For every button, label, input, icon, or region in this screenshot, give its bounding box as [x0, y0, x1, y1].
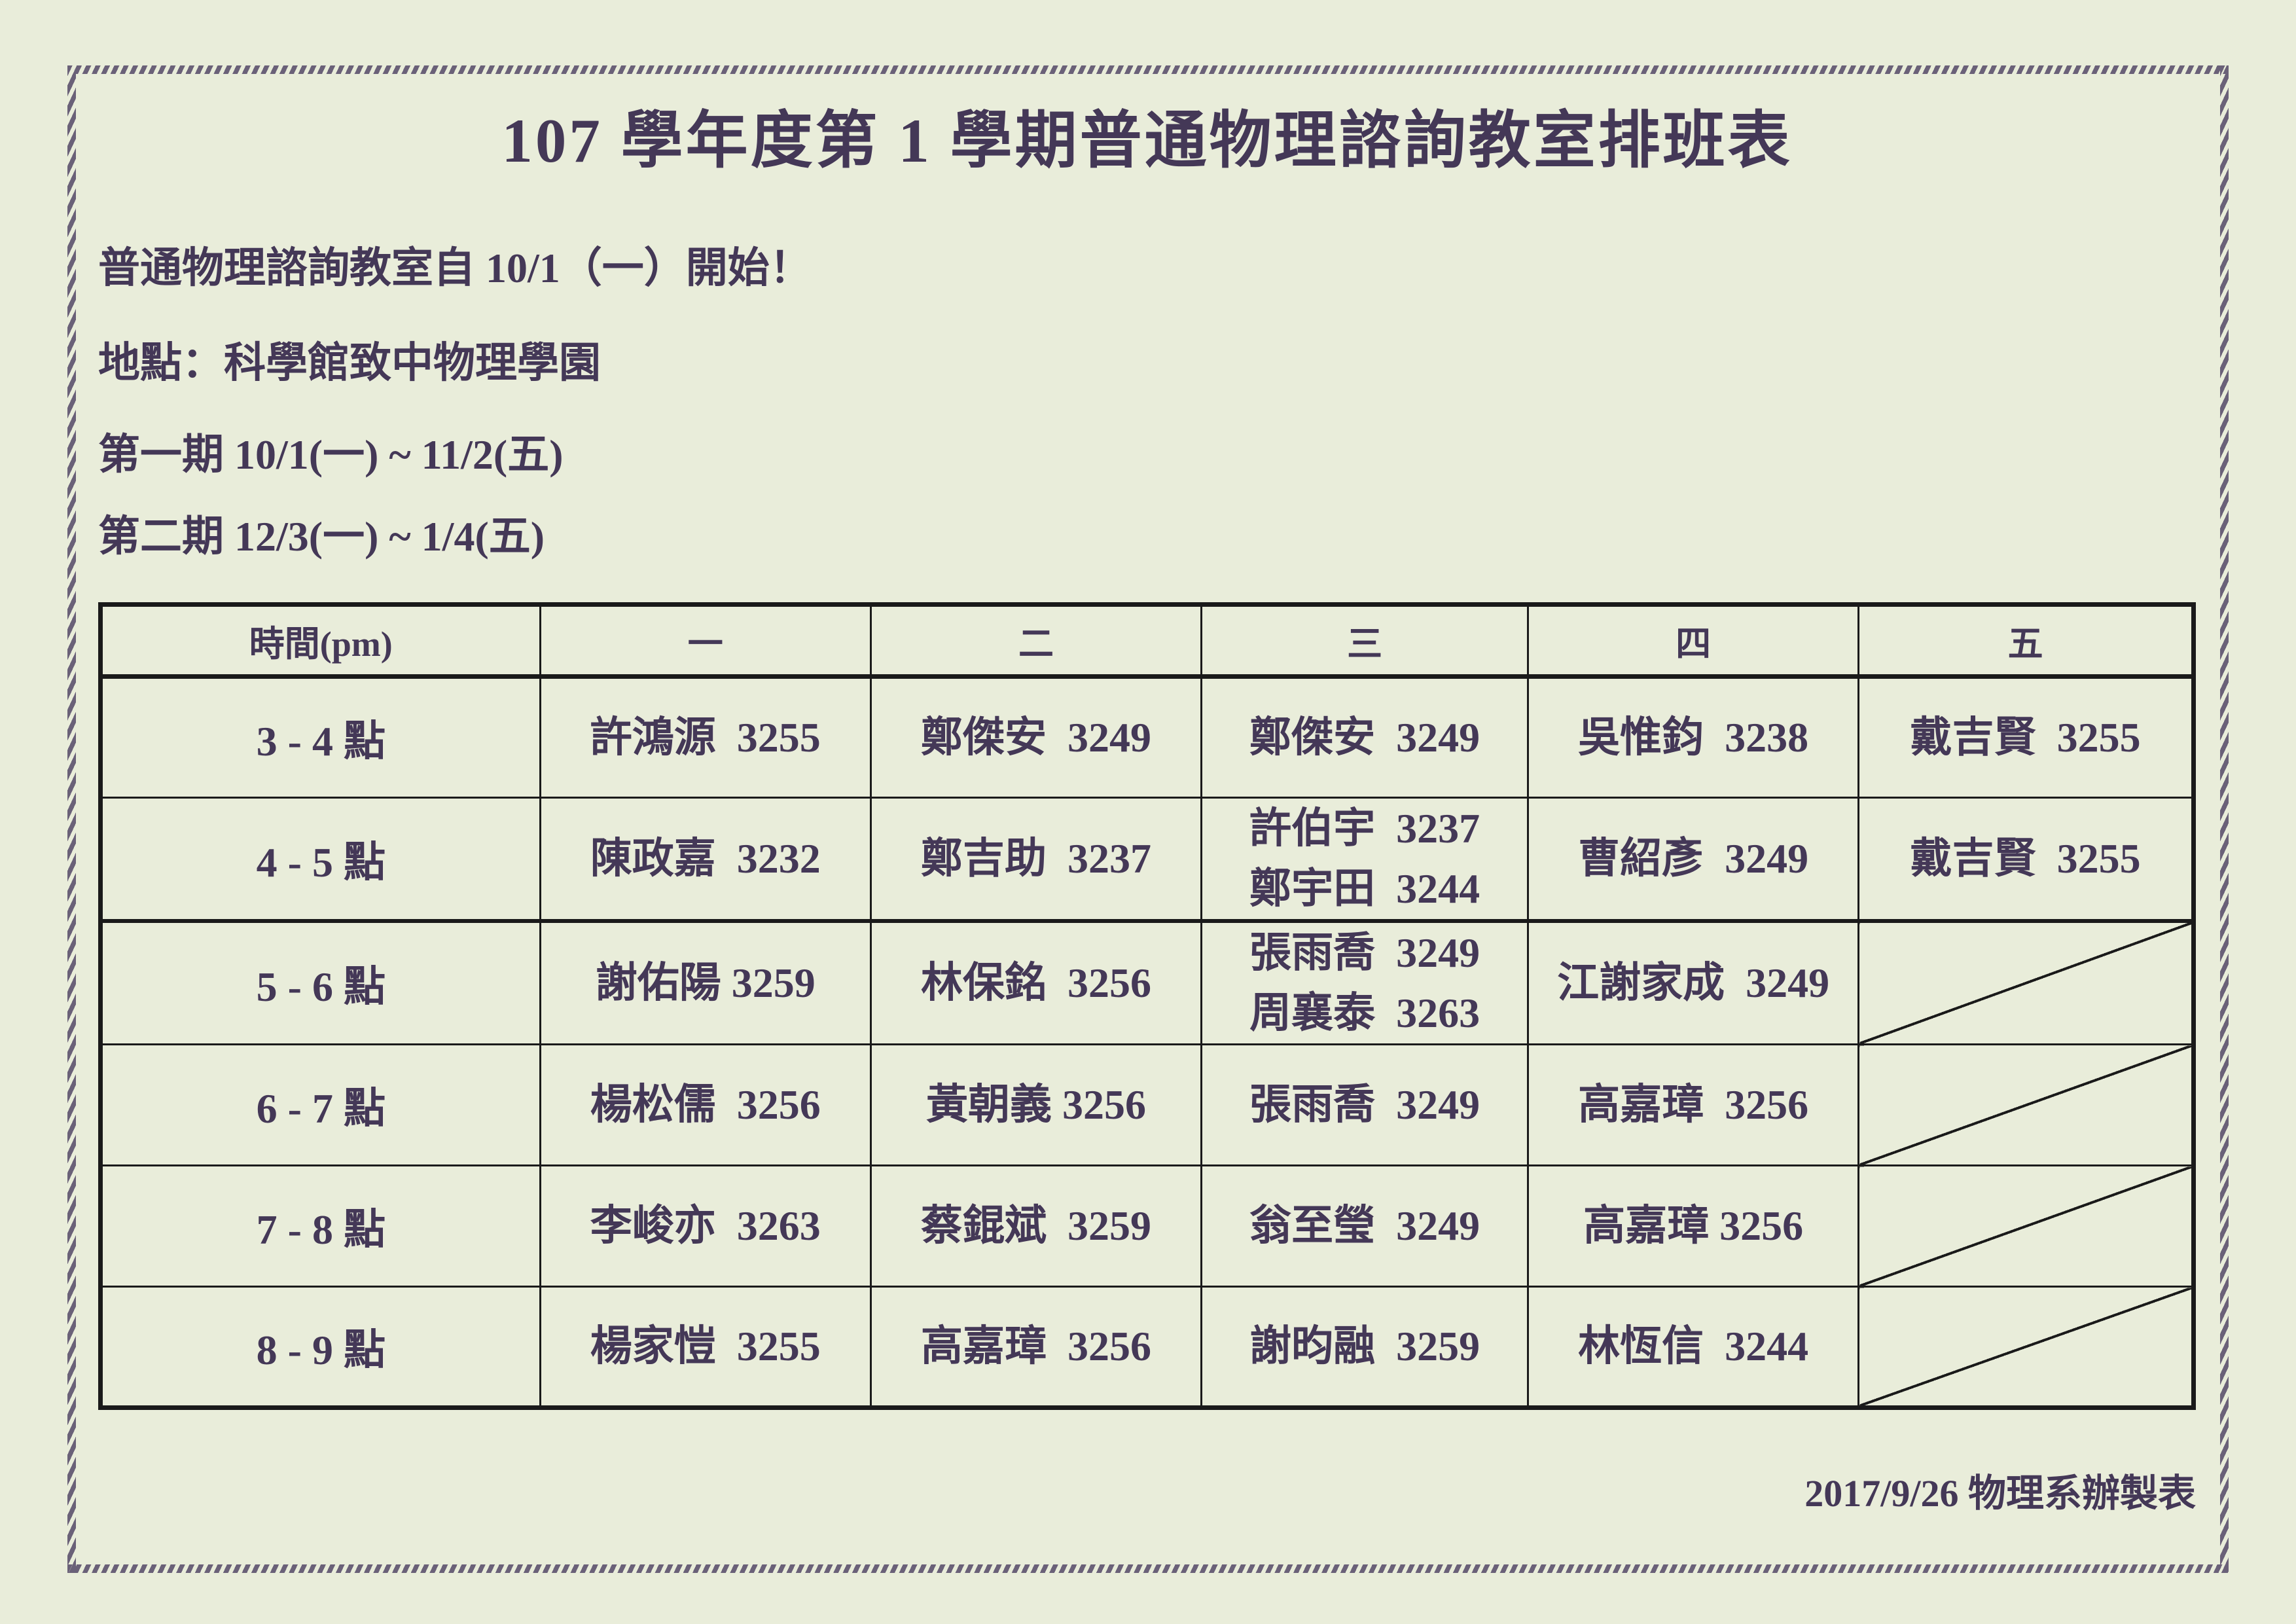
- tutor-entry: 高嘉璋 3256: [1583, 1202, 1804, 1249]
- schedule-cell: 鄭傑安 3249: [869, 676, 1203, 799]
- tutor-entry: 江謝家成 3249: [1557, 960, 1830, 1006]
- table-row: 3 - 4 點 許鴻源 3255 鄭傑安 3249 鄭傑安 3249 吳惟鈞 3238…: [99, 676, 2195, 799]
- tutor-entry: 戴吉賢 3255: [1910, 835, 2141, 882]
- schedule-cell: 高嘉璋 3256: [869, 1286, 1203, 1409]
- tutor-entry: 李峻亦 3263: [590, 1202, 821, 1249]
- table-row: 4 - 5 點 陳政嘉 3232 鄭吉助 3237 許伯宇 3237 鄭宇田 3244…: [99, 797, 2195, 923]
- schedule-cell: 許鴻源 3255: [539, 676, 872, 799]
- schedule-cell: 林恆信 3244: [1527, 1286, 1860, 1409]
- schedule-cell: 吳惟鈞 3238: [1527, 676, 1860, 799]
- tutor-entry: 黃朝義 3256: [926, 1081, 1146, 1128]
- page-title: 107 學年度第 1 學期普通物理諮詢教室排班表: [501, 106, 1793, 175]
- table-row: 5 - 6 點 謝佑陽 3259 林保銘 3256 張雨喬 3249 周襄泰 3263…: [99, 920, 2195, 1045]
- schedule-cell: 楊家愷 3255: [539, 1286, 872, 1409]
- column-header-mon: 一: [539, 604, 872, 679]
- schedule-cell: 林保銘 3256: [869, 920, 1203, 1045]
- tutor-entry: 謝佑陽 3259: [595, 960, 816, 1006]
- empty-diagonal-cell: [1857, 1286, 2195, 1409]
- period2-line: 第二期 12/3(一) ~ 1/4(五): [98, 513, 545, 560]
- tutor-entry: 林恆信 3244: [1578, 1323, 1809, 1369]
- column-header-time: 時間(pm): [99, 604, 541, 679]
- tutor-entry: 蔡錕斌 3259: [921, 1202, 1151, 1249]
- schedule-cell: 戴吉賢 3255: [1857, 797, 2195, 923]
- schedule-cell: 黃朝義 3256: [869, 1043, 1203, 1166]
- tutor-entry: 高嘉璋 3256: [1578, 1081, 1809, 1128]
- schedule-table-body: 3 - 4 點 許鴻源 3255 鄭傑安 3249 鄭傑安 3249 吳惟鈞 3238…: [99, 676, 2195, 1409]
- decorative-border-left: [67, 65, 76, 1573]
- header-row: 時間(pm) 一 二 三 四 五: [99, 604, 2195, 679]
- table-row: 8 - 9 點 楊家愷 3255 高嘉璋 3256 謝昀融 3259 林恆信 3244: [99, 1286, 2195, 1409]
- tutor-entry: 許伯宇 3237: [1249, 805, 1480, 852]
- schedule-table: 時間(pm) 一 二 三 四 五 3 - 4 點 許鴻源 3255 鄭傑安 324…: [98, 602, 2196, 1410]
- tutor-entry: 鄭吉助 3237: [921, 835, 1151, 882]
- schedule-cell: 張雨喬 3249 周襄泰 3263: [1200, 920, 1530, 1045]
- schedule-cell: 高嘉璋 3256: [1527, 1043, 1860, 1166]
- time-cell: 7 - 8 點: [99, 1164, 541, 1288]
- document-content: 107 學年度第 1 學期普通物理諮詢教室排班表 普通物理諮詢教室自 10/1（…: [98, 0, 2196, 1555]
- tutor-entry: 鄭傑安 3249: [1249, 714, 1480, 761]
- schedule-cell: 謝佑陽 3259: [539, 920, 872, 1045]
- schedule-cell: 翁至瑩 3249: [1200, 1164, 1530, 1288]
- decorative-border-top: [67, 65, 2229, 74]
- footer-note: 2017/9/26 物理系辦製表: [1804, 1472, 2196, 1515]
- schedule-cell: 蔡錕斌 3259: [869, 1164, 1203, 1288]
- time-cell: 3 - 4 點: [99, 676, 541, 799]
- period1-line: 第一期 10/1(一) ~ 11/2(五): [98, 431, 564, 478]
- empty-diagonal-cell: [1857, 1043, 2195, 1166]
- table-row: 7 - 8 點 李峻亦 3263 蔡錕斌 3259 翁至瑩 3249 高嘉璋 3256: [99, 1164, 2195, 1288]
- tutor-entry: 張雨喬 3249: [1249, 929, 1480, 976]
- schedule-cell: 陳政嘉 3232: [539, 797, 872, 923]
- schedule-cell: 江謝家成 3249: [1527, 920, 1860, 1045]
- time-cell: 6 - 7 點: [99, 1043, 541, 1166]
- tutor-entry: 曹紹彥 3249: [1578, 835, 1809, 882]
- tutor-entry: 許鴻源 3255: [590, 714, 821, 761]
- decorative-border-right: [2220, 65, 2229, 1573]
- decorative-border-bottom: [67, 1564, 2229, 1573]
- tutor-entry: 高嘉璋 3256: [921, 1323, 1151, 1369]
- column-header-thu: 四: [1527, 604, 1860, 679]
- schedule-cell: 楊松儒 3256: [539, 1043, 872, 1166]
- schedule-cell: 謝昀融 3259: [1200, 1286, 1530, 1409]
- time-cell: 8 - 9 點: [99, 1286, 541, 1409]
- time-cell: 4 - 5 點: [99, 797, 541, 923]
- tutor-entry: 戴吉賢 3255: [1910, 714, 2141, 761]
- table-row: 6 - 7 點 楊松儒 3256 黃朝義 3256 張雨喬 3249 高嘉璋 3256: [99, 1043, 2195, 1166]
- tutor-entry: 周襄泰 3263: [1249, 990, 1480, 1036]
- intro-line: 普通物理諮詢教室自 10/1（一）開始！: [98, 245, 812, 291]
- schedule-cell: 戴吉賢 3255: [1857, 676, 2195, 799]
- schedule-cell: 李峻亦 3263: [539, 1164, 872, 1288]
- schedule-cell: 鄭傑安 3249: [1200, 676, 1530, 799]
- tutor-entry: 謝昀融 3259: [1249, 1323, 1480, 1369]
- tutor-entry: 林保銘 3256: [921, 960, 1151, 1006]
- empty-diagonal-cell: [1857, 920, 2195, 1045]
- column-header-wed: 三: [1200, 604, 1530, 679]
- schedule-cell: 鄭吉助 3237: [869, 797, 1203, 923]
- column-header-fri: 五: [1857, 604, 2195, 679]
- schedule-cell: 許伯宇 3237 鄭宇田 3244: [1200, 797, 1530, 923]
- column-header-tue: 二: [869, 604, 1203, 679]
- tutor-entry: 楊家愷 3255: [590, 1323, 821, 1369]
- tutor-entry: 鄭傑安 3249: [921, 714, 1151, 761]
- schedule-cell: 高嘉璋 3256: [1527, 1164, 1860, 1288]
- tutor-entry: 吳惟鈞 3238: [1578, 714, 1809, 761]
- tutor-entry: 陳政嘉 3232: [590, 835, 821, 882]
- tutor-entry: 鄭宇田 3244: [1249, 865, 1480, 912]
- tutor-entry: 張雨喬 3249: [1249, 1081, 1480, 1128]
- empty-diagonal-cell: [1857, 1164, 2195, 1288]
- location-line: 地點：科學館致中物理學園: [98, 340, 601, 386]
- time-cell: 5 - 6 點: [99, 920, 541, 1045]
- schedule-cell: 曹紹彥 3249: [1527, 797, 1860, 923]
- tutor-entry: 楊松儒 3256: [590, 1081, 821, 1128]
- tutor-entry: 翁至瑩 3249: [1249, 1202, 1480, 1249]
- schedule-cell: 張雨喬 3249: [1200, 1043, 1530, 1166]
